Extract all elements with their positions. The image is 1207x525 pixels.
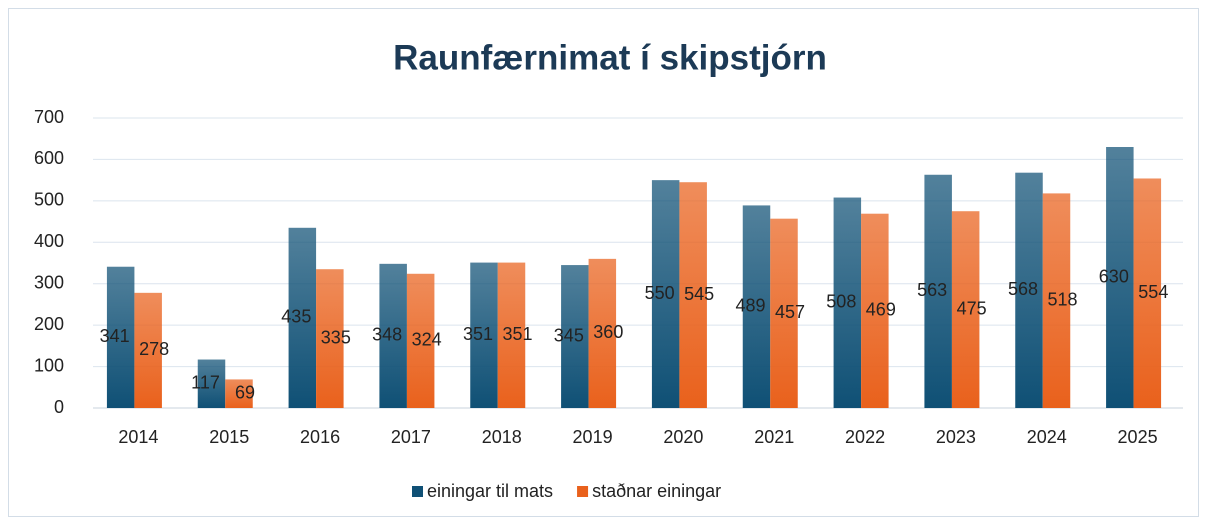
- x-tick-label: 2017: [391, 427, 431, 447]
- data-label: 360: [593, 322, 623, 342]
- bar: [951, 211, 980, 408]
- y-tick-label: 600: [34, 148, 64, 168]
- x-tick-label: 2025: [1118, 427, 1158, 447]
- bar: [497, 262, 526, 408]
- bar: [1106, 147, 1134, 408]
- data-label: 469: [866, 300, 896, 320]
- x-tick-label: 2016: [300, 427, 340, 447]
- bar: [225, 379, 253, 408]
- bar: [742, 205, 771, 408]
- data-label: 489: [735, 295, 765, 315]
- data-label: 508: [826, 292, 856, 312]
- chart-title: Raunfærnimat í skipstjórn: [393, 38, 827, 77]
- y-tick-label: 400: [34, 231, 64, 251]
- bar: [833, 197, 862, 408]
- x-tick-label: 2015: [209, 427, 249, 447]
- x-tick-label: 2020: [663, 427, 703, 447]
- bar: [1133, 178, 1162, 408]
- bar: [924, 174, 952, 408]
- bar: [470, 262, 498, 408]
- bar: [679, 182, 707, 408]
- y-tick-label: 0: [54, 397, 64, 417]
- data-label: 550: [645, 283, 675, 303]
- data-label: 348: [372, 325, 402, 345]
- legend-swatch: [577, 486, 589, 497]
- bar: [861, 213, 889, 408]
- data-label: 278: [139, 339, 169, 359]
- data-label: 69: [235, 382, 255, 402]
- legend-label: staðnar einingar: [592, 481, 721, 501]
- data-label: 345: [554, 325, 584, 345]
- data-label: 518: [1047, 289, 1077, 309]
- y-tick-label: 500: [34, 190, 64, 210]
- bar: [588, 258, 617, 408]
- data-label: 324: [412, 330, 442, 350]
- bar: [406, 273, 435, 408]
- bar: [1042, 193, 1071, 408]
- legend-label: einingar til mats: [427, 481, 553, 501]
- data-label: 568: [1008, 279, 1038, 299]
- data-label: 563: [917, 280, 947, 300]
- y-tick-label: 100: [34, 355, 64, 375]
- data-label: 351: [502, 324, 532, 344]
- x-tick-label: 2022: [845, 427, 885, 447]
- bar: [134, 292, 162, 408]
- bar: [651, 180, 680, 408]
- x-tick-label: 2023: [936, 427, 976, 447]
- data-label: 545: [684, 284, 714, 304]
- y-tick-label: 700: [34, 107, 64, 127]
- x-tick-label: 2024: [1027, 427, 1067, 447]
- bar: [197, 359, 226, 408]
- data-label: 554: [1138, 282, 1168, 302]
- bar: [770, 218, 798, 408]
- data-label: 335: [321, 327, 351, 347]
- data-label: 630: [1099, 266, 1129, 286]
- bar: [316, 269, 344, 408]
- x-tick-label: 2018: [482, 427, 522, 447]
- y-tick-label: 200: [34, 314, 64, 334]
- data-label: 475: [957, 298, 987, 318]
- data-label: 351: [463, 324, 493, 344]
- data-label: 457: [775, 302, 805, 322]
- data-label: 117: [191, 373, 220, 393]
- x-tick-label: 2021: [754, 427, 794, 447]
- x-tick-label: 2019: [573, 427, 613, 447]
- bar: [1015, 172, 1043, 408]
- data-label: 435: [281, 307, 311, 327]
- y-tick-label: 300: [34, 272, 64, 292]
- bar: [379, 263, 407, 408]
- legend-swatch: [412, 486, 423, 497]
- bar: [288, 227, 317, 408]
- x-tick-label: 2014: [118, 427, 158, 447]
- data-label: 341: [100, 326, 130, 346]
- bar: [561, 265, 589, 408]
- bar: [106, 266, 135, 408]
